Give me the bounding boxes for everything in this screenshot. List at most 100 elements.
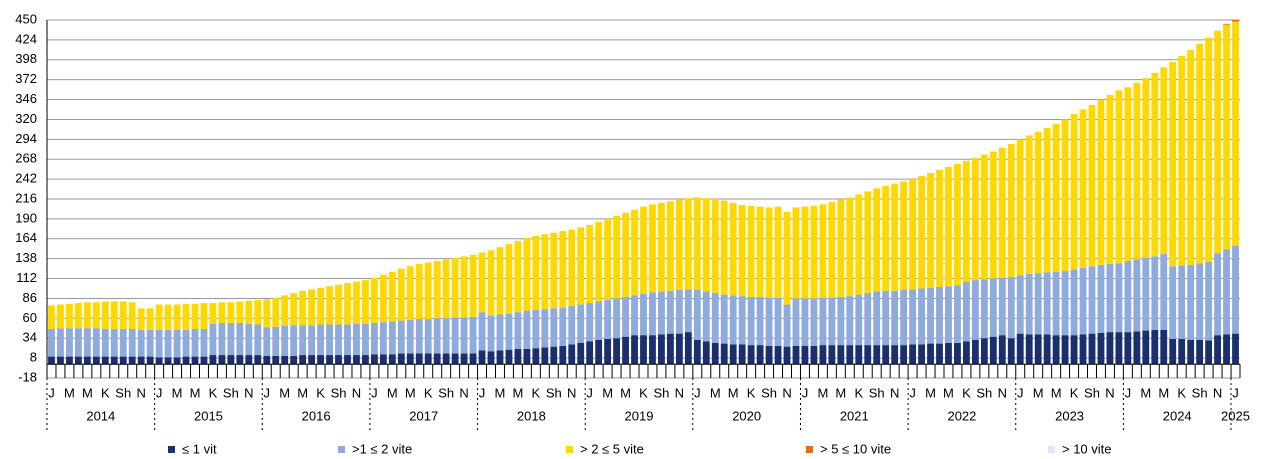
bar-segment	[344, 283, 351, 325]
bar-segment	[1178, 55, 1186, 266]
bar-segment	[882, 290, 890, 346]
x-tick-label: N	[567, 385, 576, 400]
x-tick-label: M	[495, 385, 506, 400]
bar-segment	[640, 293, 647, 336]
bar-segment	[684, 332, 692, 365]
bar-segment	[927, 287, 934, 344]
y-tick-label: 112	[16, 270, 37, 285]
bar-segment	[577, 227, 585, 305]
y-tick-label: 372	[15, 71, 37, 86]
bar-segment	[281, 325, 289, 356]
bar-segment	[415, 264, 423, 320]
bar-segment	[66, 328, 73, 357]
x-tick-label: K	[101, 385, 110, 400]
x-tick-label: J	[264, 385, 271, 400]
bar-segment	[451, 317, 459, 354]
bar-segment	[424, 353, 432, 365]
bar-segment	[406, 319, 414, 354]
x-tick-label: K	[854, 385, 863, 400]
bar-segment	[1070, 269, 1078, 336]
y-tick-label: 294	[15, 131, 37, 146]
bar-segment	[532, 309, 540, 349]
bar-segment	[675, 290, 683, 334]
bar-segment	[568, 229, 576, 307]
y-tick-label: 190	[15, 210, 37, 225]
bar-segment	[792, 298, 800, 346]
bar-segment	[209, 303, 217, 324]
bar-segment	[1223, 23, 1230, 25]
bar-segment	[514, 241, 522, 313]
x-tick-label: M	[1158, 385, 1169, 400]
year-label: 2025	[1221, 408, 1250, 423]
bar-segment	[1052, 271, 1060, 336]
y-tick-label: 268	[15, 151, 37, 166]
year-label: 2017	[409, 408, 438, 423]
bar-segment	[882, 185, 890, 291]
bar-segment	[873, 291, 881, 346]
bar-segment	[1106, 332, 1114, 365]
bar-segment	[909, 179, 917, 290]
bar-segment	[586, 225, 594, 304]
bar-segment	[918, 344, 925, 365]
bar-segment	[1223, 334, 1230, 365]
bar-segment	[299, 325, 307, 356]
bar-segment	[1151, 329, 1159, 365]
bar-segment	[1034, 334, 1042, 365]
bar-segment	[819, 204, 827, 298]
x-tick-label: K	[316, 385, 325, 400]
bar-segment	[460, 317, 468, 354]
bar-segment	[460, 353, 468, 365]
bar-segment	[532, 235, 540, 310]
bar-segment	[810, 345, 818, 365]
bar-segment	[864, 345, 872, 365]
x-tick-label: Sh	[869, 385, 885, 400]
bar-segment	[1232, 21, 1239, 246]
bar-segment	[971, 157, 979, 281]
bar-segment	[272, 355, 280, 365]
bar-segment	[308, 325, 316, 356]
x-tick-label: Sh	[331, 385, 347, 400]
legend-label: >1 ≤ 2 vite	[352, 441, 412, 456]
bar-segment	[1097, 264, 1105, 333]
bar-segment	[1007, 277, 1015, 339]
bar-segment	[424, 262, 432, 320]
bar-segment	[146, 308, 154, 330]
bar-segment	[442, 318, 450, 354]
bar-segment	[828, 297, 836, 346]
bar-segment	[810, 298, 818, 346]
x-tick-label: M	[925, 385, 936, 400]
bar-segment	[649, 292, 656, 336]
bar-segment	[57, 356, 64, 365]
bar-segment	[442, 259, 450, 319]
bar-segment	[1124, 260, 1132, 333]
bar-segment	[801, 298, 809, 346]
bar-segment	[550, 346, 558, 365]
bar-segment	[505, 244, 513, 314]
bar-segment	[496, 350, 504, 365]
bar-segment	[1088, 266, 1096, 334]
bar-segment	[164, 304, 172, 330]
bar-segment	[451, 353, 459, 365]
bar-segment	[756, 345, 764, 365]
bar-segment	[873, 188, 881, 292]
bar-segment	[1160, 67, 1168, 255]
bar-segment	[397, 320, 405, 354]
bar-segment	[344, 355, 351, 365]
bar-segment	[864, 293, 872, 346]
bar-segment	[980, 338, 988, 365]
bar-segment	[989, 336, 997, 365]
bar-segment	[1115, 263, 1123, 333]
bar-segment	[936, 286, 943, 344]
x-tick-label: Sh	[1192, 385, 1208, 400]
x-tick-label: N	[244, 385, 253, 400]
x-tick-label: J	[371, 385, 378, 400]
bar-segment	[290, 325, 298, 356]
bar-segment	[164, 357, 172, 365]
bar-segment	[1007, 143, 1015, 278]
bar-segment	[649, 204, 656, 293]
bar-segment	[954, 342, 961, 365]
x-tick-label: Sh	[976, 385, 992, 400]
bar-segment	[344, 324, 351, 356]
bar-segment	[1223, 249, 1230, 335]
x-tick-label: M	[710, 385, 721, 400]
